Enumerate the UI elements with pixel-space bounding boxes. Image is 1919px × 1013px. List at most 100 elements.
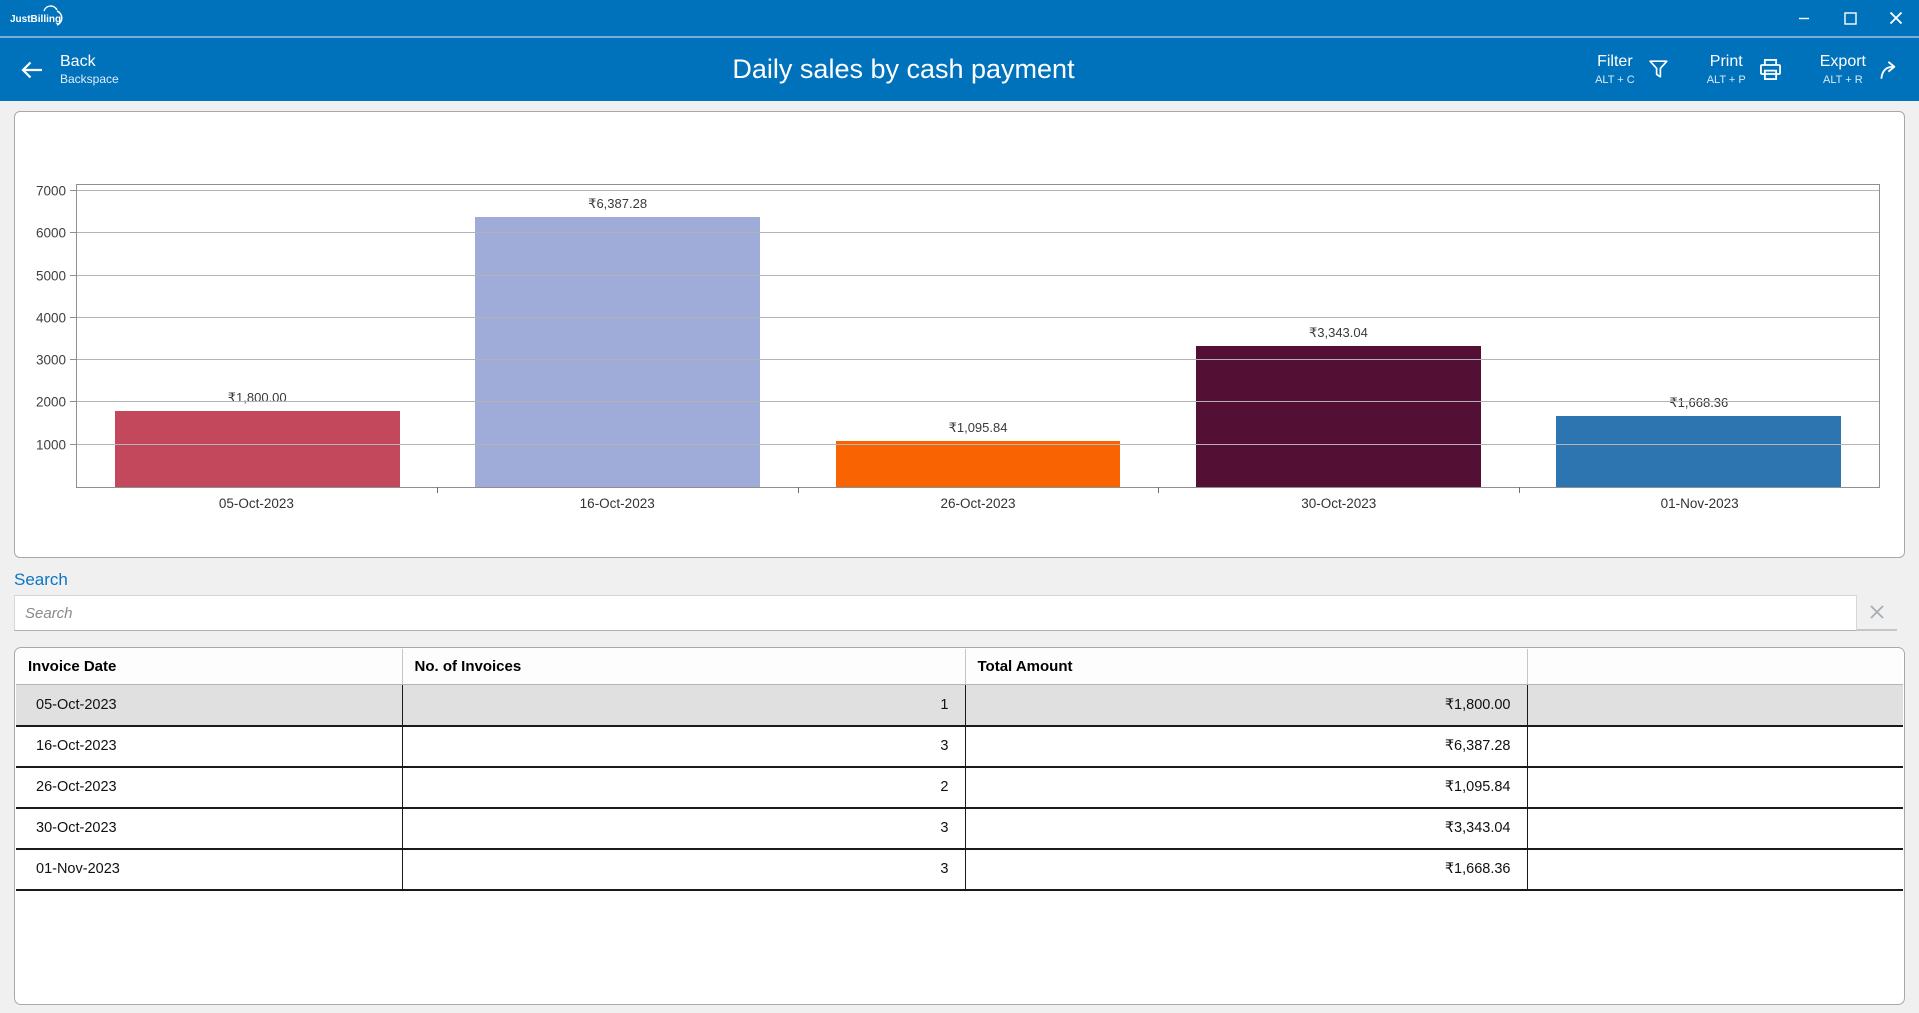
filter-label: Filter	[1597, 52, 1633, 70]
chart-panel: ₹1,800.00 ₹6,387.28 ₹1,095.84 ₹3,343.04 ₹1,6…	[14, 111, 1905, 558]
cell-invoice-date: 01-Nov-2023	[16, 848, 403, 891]
filter-button[interactable]: Filter ALT + C	[1595, 52, 1671, 87]
close-icon	[1889, 11, 1903, 25]
justbilling-logo-icon: JustBilling	[10, 5, 63, 26]
y-gridline	[77, 232, 1879, 234]
x-axis-label: 16-Oct-2023	[579, 496, 655, 511]
column-header-blank	[1527, 649, 1903, 685]
chart-bar[interactable]	[1196, 345, 1481, 487]
chart-bar-slot: ₹1,668.36	[1519, 185, 1879, 487]
report-table-panel: Invoice Date No. of Invoices Total Amoun…	[14, 647, 1905, 1005]
chart-bar-slot: ₹1,800.00	[77, 185, 437, 487]
chart-bar[interactable]	[1556, 416, 1842, 487]
x-axis-tick	[437, 487, 439, 493]
titlebar: JustBilling	[0, 0, 1919, 36]
close-button[interactable]	[1873, 0, 1919, 36]
y-gridline	[77, 401, 1879, 403]
cell-invoice-date: 30-Oct-2023	[16, 807, 403, 850]
y-axis-label: 5000	[35, 268, 66, 284]
search-section: Search	[14, 570, 1905, 631]
chart-xlabels: 05-Oct-2023 16-Oct-2023 26-Oct-2023 30-Oct-…	[76, 496, 1880, 511]
cell-total-amount: ₹6,387.28	[965, 725, 1528, 768]
cell-invoice-date: 26-Oct-2023	[16, 766, 403, 809]
chart-bars: ₹1,800.00 ₹6,387.28 ₹1,095.84 ₹3,343.04 ₹1,6…	[77, 185, 1879, 487]
table-row[interactable]: 26-Oct-2023 2 ₹1,095.84	[16, 766, 1903, 809]
x-axis-label: 30-Oct-2023	[1301, 496, 1377, 511]
minimize-button[interactable]	[1781, 0, 1827, 36]
y-gridline	[77, 316, 1879, 318]
x-axis-label: 01-Nov-2023	[1660, 496, 1739, 511]
cell-total-amount: ₹1,668.36	[965, 848, 1528, 891]
y-axis-label: 1000	[35, 437, 66, 453]
y-axis-tick	[70, 190, 77, 192]
export-label: Export	[1819, 52, 1866, 70]
search-clear-button[interactable]	[1857, 595, 1897, 631]
y-axis-tick	[70, 232, 77, 234]
x-axis-label: 05-Oct-2023	[218, 496, 294, 511]
print-shortcut: ALT + P	[1706, 73, 1746, 86]
print-button[interactable]: Print ALT + P	[1707, 52, 1784, 87]
y-gridline	[77, 443, 1879, 445]
filter-shortcut: ALT + C	[1595, 73, 1635, 86]
bar-value-label: ₹3,343.04	[1308, 324, 1368, 340]
table-row[interactable]: 30-Oct-2023 3 ₹3,343.04	[16, 807, 1903, 850]
cell-no-of-invoices: 1	[402, 684, 966, 727]
export-button[interactable]: Export ALT + R	[1820, 52, 1903, 87]
report-table: Invoice Date No. of Invoices Total Amoun…	[16, 649, 1903, 891]
navbar: Back Backspace Daily sales by cash payme…	[0, 38, 1919, 101]
cell-blank	[1527, 766, 1903, 809]
y-axis-tick	[70, 316, 77, 318]
cell-blank	[1527, 725, 1903, 768]
x-axis-tick	[797, 487, 799, 493]
column-header-no-of-invoices[interactable]: No. of Invoices	[402, 649, 966, 685]
chart-bar[interactable]	[114, 410, 400, 487]
cell-total-amount: ₹1,800.00	[965, 684, 1528, 727]
y-axis-tick	[70, 274, 77, 276]
chart-plot: ₹1,800.00 ₹6,387.28 ₹1,095.84 ₹3,343.04 ₹1,6…	[36, 184, 1880, 493]
y-axis-label: 7000	[35, 183, 66, 199]
maximize-icon	[1843, 11, 1857, 25]
cell-no-of-invoices: 3	[402, 807, 966, 850]
nav-actions: Filter ALT + C Print ALT + P Export ALT …	[1595, 52, 1919, 87]
bar-value-label: ₹1,668.36	[1669, 395, 1729, 411]
app-logo: JustBilling	[0, 5, 68, 31]
x-axis-label: 26-Oct-2023	[940, 496, 1016, 511]
search-label: Search	[14, 570, 68, 589]
bar-value-label: ₹1,800.00	[227, 389, 287, 405]
chart-bar[interactable]	[475, 216, 760, 487]
cell-blank	[1527, 848, 1903, 891]
y-axis-label: 6000	[35, 225, 66, 241]
table-row[interactable]: 16-Oct-2023 3 ₹6,387.28	[16, 725, 1903, 768]
cell-no-of-invoices: 2	[402, 766, 966, 809]
back-button[interactable]: Back Backspace	[0, 52, 119, 87]
column-header-total-amount[interactable]: Total Amount	[965, 649, 1528, 685]
y-axis-label: 2000	[35, 394, 66, 410]
maximize-button[interactable]	[1827, 0, 1873, 36]
column-header-invoice-date[interactable]: Invoice Date	[16, 649, 403, 685]
cell-total-amount: ₹3,343.04	[965, 807, 1528, 850]
cell-blank	[1527, 684, 1903, 727]
table-row[interactable]: 01-Nov-2023 3 ₹1,668.36	[16, 848, 1903, 891]
back-arrow-icon	[21, 61, 42, 78]
print-label: Print	[1709, 52, 1743, 70]
cell-total-amount: ₹1,095.84	[965, 766, 1528, 809]
search-input[interactable]	[14, 595, 1857, 631]
y-gridline	[77, 274, 1879, 276]
export-shortcut: ALT + R	[1823, 73, 1863, 86]
table-row[interactable]: 05-Oct-2023 1 ₹1,800.00	[16, 684, 1903, 727]
back-label: Back	[60, 53, 96, 70]
cell-no-of-invoices: 3	[402, 725, 966, 768]
cell-invoice-date: 16-Oct-2023	[16, 725, 403, 768]
y-gridline	[77, 359, 1879, 361]
x-axis-tick	[1518, 487, 1520, 493]
cell-no-of-invoices: 3	[402, 848, 966, 891]
y-axis-label: 4000	[35, 310, 66, 326]
export-icon	[1880, 60, 1896, 79]
table-header-row: Invoice Date No. of Invoices Total Amoun…	[16, 649, 1903, 685]
x-axis-tick	[1158, 487, 1160, 493]
minimize-icon	[1799, 17, 1809, 20]
app-logo-text: JustBilling	[10, 14, 61, 25]
report-table-body: 05-Oct-2023 1 ₹1,800.00 16-Oct-2023 3 ₹6,387.…	[16, 684, 1903, 891]
clear-x-icon	[1870, 605, 1884, 619]
chart-bar[interactable]	[835, 440, 1121, 487]
